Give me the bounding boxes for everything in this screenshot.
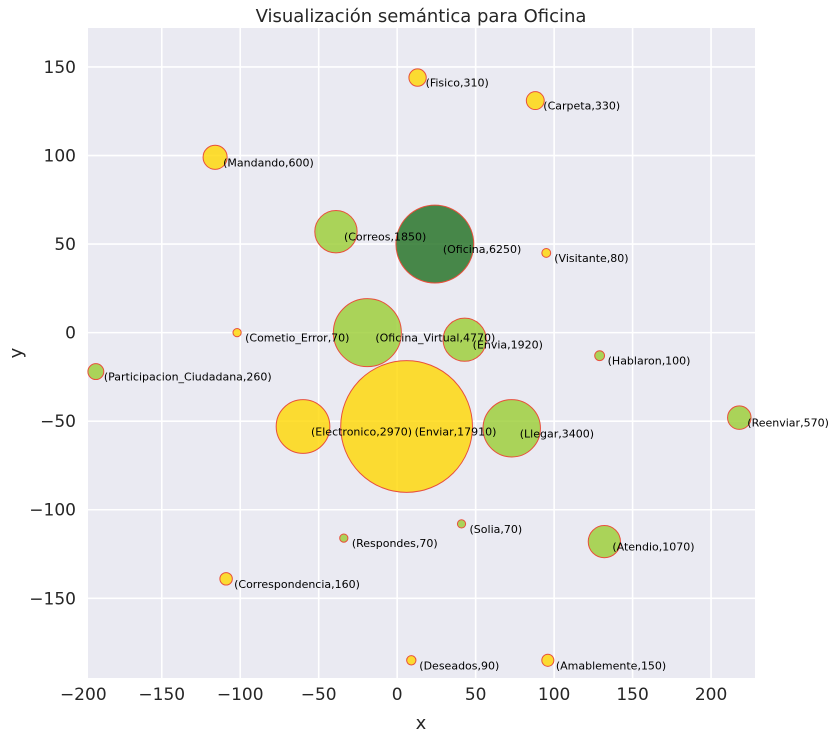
bubble-envia (442, 317, 487, 362)
y-tick-label: 150 (44, 58, 76, 78)
point-label: (Oficina,6250) (443, 243, 521, 256)
bubble-enviar (340, 360, 473, 493)
bubble-mandando (202, 144, 228, 170)
x-tick-label: −50 (301, 685, 337, 705)
point-label: (Respondes,70) (352, 537, 438, 550)
bubble-oficina (395, 204, 475, 284)
y-tick-label: 0 (65, 324, 76, 344)
point-label: (Envia,1920) (473, 339, 543, 352)
bubble-respondes (339, 533, 349, 543)
bubble-oficina-virtual (332, 298, 402, 368)
y-tick-label: −50 (40, 412, 76, 432)
point-label: (Atendio,1070) (612, 541, 694, 554)
bubble-visitante (541, 248, 552, 258)
x-tick-label: 50 (465, 685, 487, 705)
point-label: (Visitante,80) (554, 252, 628, 265)
x-tick-label: 0 (392, 685, 403, 705)
y-tick-label: 50 (54, 235, 76, 255)
point-label: (Hablaron,100) (608, 355, 691, 368)
point-label: (Deseados,90) (419, 659, 499, 672)
point-label: (Oficina_Virtual,4770) (375, 332, 495, 345)
x-tick-label: 150 (616, 685, 648, 705)
point-label: (Participacion_Ciudadana,260) (104, 371, 272, 384)
x-axis-ticks: −200 −150 −100 −50 0 50 100 150 200 (60, 685, 727, 705)
x-axis-label: x (416, 713, 427, 734)
x-tick-label: −150 (138, 685, 185, 705)
bubble-llegar (482, 399, 541, 458)
plot-area (88, 28, 755, 678)
point-label: (Amablemente,150) (556, 659, 666, 672)
point-labels: (Enviar,17910) (Oficina,6250) (Oficina_Vir… (104, 77, 829, 673)
point-label: (Correos,1850) (344, 231, 426, 244)
bubble-correos (314, 210, 358, 254)
point-label: (Carpeta,330) (543, 100, 620, 113)
chart-title: Visualización semántica para Oficina (256, 6, 587, 27)
point-label: (Llegar,3400) (520, 427, 594, 440)
y-tick-label: 100 (44, 147, 76, 167)
x-tick-label: −200 (60, 685, 107, 705)
x-tick-label: 100 (538, 685, 570, 705)
bubble-fisico (408, 68, 427, 87)
point-label: (Reenviar,570) (747, 417, 829, 430)
point-label: (Cometio_Error,70) (245, 332, 349, 345)
point-label: (Electronico,2970) (311, 426, 412, 439)
bubble-deseados (406, 655, 417, 666)
bubble-solia (456, 519, 467, 529)
y-axis-ticks: 150 100 50 0 −50 −100 −150 (29, 58, 76, 609)
bubble-participacion-ciudadana (87, 363, 105, 381)
bubble-electronico (275, 399, 331, 454)
x-tick-label: 200 (695, 685, 727, 705)
bubbles (87, 68, 752, 667)
y-tick-label: −150 (29, 589, 76, 609)
x-tick-label: −100 (217, 685, 264, 705)
bubble-atendio (587, 525, 621, 559)
y-tick-label: −100 (29, 501, 76, 521)
bubble-correspondencia (219, 572, 233, 586)
bubble-carpeta (525, 91, 545, 111)
y-axis-label: y (6, 347, 27, 358)
bubble-reenviar (727, 405, 752, 430)
bubble-amablemente (541, 653, 555, 667)
point-label: (Fisico,310) (426, 77, 489, 90)
bubble-cometio-error (232, 328, 242, 338)
bubble-hablaron (594, 350, 606, 362)
point-label: (Mandando,600) (223, 156, 314, 169)
point-label: (Correspondencia,160) (234, 578, 360, 591)
point-label: (Solia,70) (470, 523, 523, 536)
point-label: (Enviar,17910) (415, 426, 497, 439)
